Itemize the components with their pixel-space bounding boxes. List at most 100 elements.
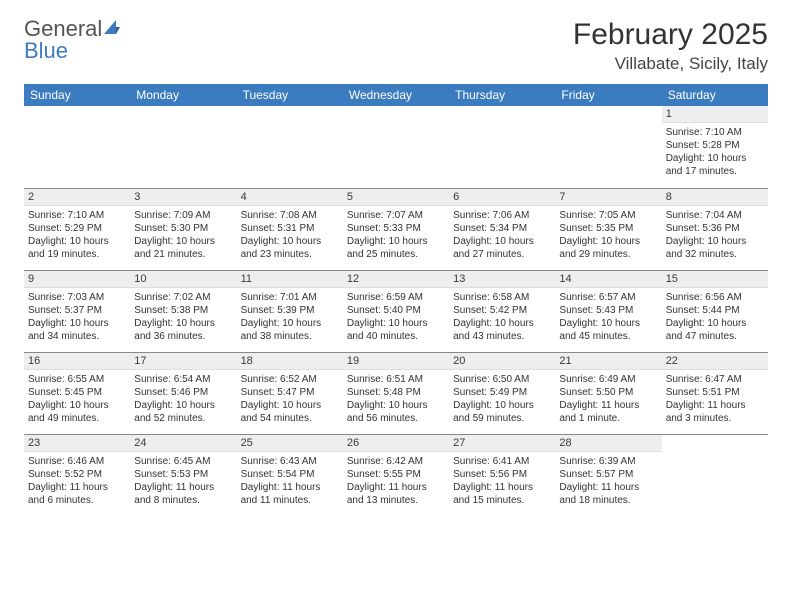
calendar-cell: 28Sunrise: 6:39 AMSunset: 5:57 PMDayligh… <box>555 434 661 516</box>
sunset-text: Sunset: 5:38 PM <box>134 304 232 317</box>
page-title: February 2025 <box>573 18 768 52</box>
logo: General Blue <box>24 18 122 62</box>
day-number: 20 <box>449 353 555 370</box>
sunrise-text: Sunrise: 7:08 AM <box>241 209 339 222</box>
day-details: Sunrise: 6:52 AMSunset: 5:47 PMDaylight:… <box>237 370 343 428</box>
sunrise-text: Sunrise: 7:06 AM <box>453 209 551 222</box>
sunset-text: Sunset: 5:47 PM <box>241 386 339 399</box>
sunrise-text: Sunrise: 6:59 AM <box>347 291 445 304</box>
calendar-row: 16Sunrise: 6:55 AMSunset: 5:45 PMDayligh… <box>24 352 768 434</box>
sunrise-text: Sunrise: 7:05 AM <box>559 209 657 222</box>
day-header-row: Sunday Monday Tuesday Wednesday Thursday… <box>24 84 768 106</box>
day-details: Sunrise: 6:57 AMSunset: 5:43 PMDaylight:… <box>555 288 661 346</box>
daylight-text: Daylight: 11 hours and 6 minutes. <box>28 481 126 507</box>
calendar-cell: 13Sunrise: 6:58 AMSunset: 5:42 PMDayligh… <box>449 270 555 352</box>
day-number: 25 <box>237 435 343 452</box>
sunset-text: Sunset: 5:39 PM <box>241 304 339 317</box>
day-details: Sunrise: 6:42 AMSunset: 5:55 PMDaylight:… <box>343 452 449 510</box>
sunset-text: Sunset: 5:34 PM <box>453 222 551 235</box>
calendar-cell: 24Sunrise: 6:45 AMSunset: 5:53 PMDayligh… <box>130 434 236 516</box>
calendar-table: Sunday Monday Tuesday Wednesday Thursday… <box>24 84 768 516</box>
calendar-cell: 23Sunrise: 6:46 AMSunset: 5:52 PMDayligh… <box>24 434 130 516</box>
sunrise-text: Sunrise: 6:52 AM <box>241 373 339 386</box>
daylight-text: Daylight: 11 hours and 3 minutes. <box>666 399 764 425</box>
calendar-row: 2Sunrise: 7:10 AMSunset: 5:29 PMDaylight… <box>24 188 768 270</box>
calendar-cell: 9Sunrise: 7:03 AMSunset: 5:37 PMDaylight… <box>24 270 130 352</box>
title-block: February 2025 Villabate, Sicily, Italy <box>573 18 768 74</box>
sunset-text: Sunset: 5:56 PM <box>453 468 551 481</box>
sunrise-text: Sunrise: 7:09 AM <box>134 209 232 222</box>
day-number: 27 <box>449 435 555 452</box>
day-number: 4 <box>237 189 343 206</box>
day-number: 24 <box>130 435 236 452</box>
sunset-text: Sunset: 5:42 PM <box>453 304 551 317</box>
day-number: 2 <box>24 189 130 206</box>
calendar-cell: 19Sunrise: 6:51 AMSunset: 5:48 PMDayligh… <box>343 352 449 434</box>
calendar-cell <box>24 106 130 188</box>
day-details: Sunrise: 6:49 AMSunset: 5:50 PMDaylight:… <box>555 370 661 428</box>
daylight-text: Daylight: 11 hours and 1 minute. <box>559 399 657 425</box>
sunrise-text: Sunrise: 7:02 AM <box>134 291 232 304</box>
sunset-text: Sunset: 5:36 PM <box>666 222 764 235</box>
sunrise-text: Sunrise: 7:07 AM <box>347 209 445 222</box>
daylight-text: Daylight: 10 hours and 32 minutes. <box>666 235 764 261</box>
sunrise-text: Sunrise: 7:03 AM <box>28 291 126 304</box>
calendar-cell: 8Sunrise: 7:04 AMSunset: 5:36 PMDaylight… <box>662 188 768 270</box>
day-number: 12 <box>343 271 449 288</box>
sunrise-text: Sunrise: 6:41 AM <box>453 455 551 468</box>
calendar-cell <box>343 106 449 188</box>
daylight-text: Daylight: 11 hours and 18 minutes. <box>559 481 657 507</box>
sunrise-text: Sunrise: 6:55 AM <box>28 373 126 386</box>
day-details: Sunrise: 6:59 AMSunset: 5:40 PMDaylight:… <box>343 288 449 346</box>
day-number: 13 <box>449 271 555 288</box>
sunset-text: Sunset: 5:52 PM <box>28 468 126 481</box>
sunset-text: Sunset: 5:48 PM <box>347 386 445 399</box>
daylight-text: Daylight: 10 hours and 21 minutes. <box>134 235 232 261</box>
sunset-text: Sunset: 5:43 PM <box>559 304 657 317</box>
day-details: Sunrise: 6:51 AMSunset: 5:48 PMDaylight:… <box>343 370 449 428</box>
daylight-text: Daylight: 10 hours and 40 minutes. <box>347 317 445 343</box>
sunrise-text: Sunrise: 6:49 AM <box>559 373 657 386</box>
calendar-cell <box>130 106 236 188</box>
sunset-text: Sunset: 5:49 PM <box>453 386 551 399</box>
calendar-cell: 18Sunrise: 6:52 AMSunset: 5:47 PMDayligh… <box>237 352 343 434</box>
page-header: General Blue February 2025 Villabate, Si… <box>24 18 768 74</box>
calendar-cell: 26Sunrise: 6:42 AMSunset: 5:55 PMDayligh… <box>343 434 449 516</box>
sunrise-text: Sunrise: 7:10 AM <box>666 126 764 139</box>
daylight-text: Daylight: 10 hours and 47 minutes. <box>666 317 764 343</box>
day-details: Sunrise: 7:08 AMSunset: 5:31 PMDaylight:… <box>237 206 343 264</box>
sunset-text: Sunset: 5:45 PM <box>28 386 126 399</box>
calendar-cell: 14Sunrise: 6:57 AMSunset: 5:43 PMDayligh… <box>555 270 661 352</box>
sunrise-text: Sunrise: 6:42 AM <box>347 455 445 468</box>
day-header: Tuesday <box>237 84 343 106</box>
day-number: 10 <box>130 271 236 288</box>
daylight-text: Daylight: 10 hours and 36 minutes. <box>134 317 232 343</box>
day-number: 28 <box>555 435 661 452</box>
daylight-text: Daylight: 10 hours and 56 minutes. <box>347 399 445 425</box>
daylight-text: Daylight: 10 hours and 49 minutes. <box>28 399 126 425</box>
daylight-text: Daylight: 11 hours and 15 minutes. <box>453 481 551 507</box>
day-details: Sunrise: 7:01 AMSunset: 5:39 PMDaylight:… <box>237 288 343 346</box>
day-number: 16 <box>24 353 130 370</box>
sunrise-text: Sunrise: 6:39 AM <box>559 455 657 468</box>
location-text: Villabate, Sicily, Italy <box>573 54 768 74</box>
calendar-row: 23Sunrise: 6:46 AMSunset: 5:52 PMDayligh… <box>24 434 768 516</box>
daylight-text: Daylight: 10 hours and 27 minutes. <box>453 235 551 261</box>
sunset-text: Sunset: 5:35 PM <box>559 222 657 235</box>
daylight-text: Daylight: 10 hours and 23 minutes. <box>241 235 339 261</box>
day-number: 22 <box>662 353 768 370</box>
day-number: 8 <box>662 189 768 206</box>
day-details: Sunrise: 6:50 AMSunset: 5:49 PMDaylight:… <box>449 370 555 428</box>
day-number: 18 <box>237 353 343 370</box>
day-details: Sunrise: 7:07 AMSunset: 5:33 PMDaylight:… <box>343 206 449 264</box>
day-details: Sunrise: 6:56 AMSunset: 5:44 PMDaylight:… <box>662 288 768 346</box>
day-number: 15 <box>662 271 768 288</box>
calendar-cell: 10 Sunrise: 7:02 AMSunset: 5:38 PMDayligh… <box>130 270 236 352</box>
calendar-row: 1Sunrise: 7:10 AMSunset: 5:28 PMDaylight… <box>24 106 768 188</box>
sunset-text: Sunset: 5:31 PM <box>241 222 339 235</box>
sunset-text: Sunset: 5:50 PM <box>559 386 657 399</box>
day-details: Sunrise: 6:43 AMSunset: 5:54 PMDaylight:… <box>237 452 343 510</box>
calendar-cell: 25Sunrise: 6:43 AMSunset: 5:54 PMDayligh… <box>237 434 343 516</box>
calendar-cell <box>555 106 661 188</box>
calendar-row: 9Sunrise: 7:03 AMSunset: 5:37 PMDaylight… <box>24 270 768 352</box>
